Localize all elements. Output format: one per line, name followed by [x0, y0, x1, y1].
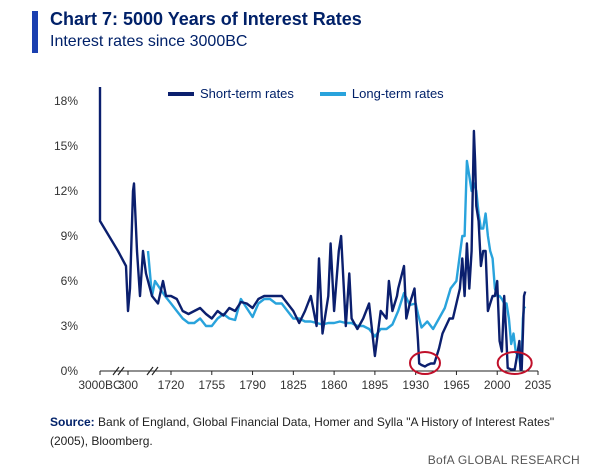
x-tick-label: 1825 — [280, 378, 307, 392]
legend-item-long-term: Long-term rates — [319, 86, 444, 101]
legend-label-short-term: Short-term rates — [200, 86, 294, 101]
y-tick-label: 0% — [61, 364, 79, 378]
legend-swatch-long-term — [319, 91, 346, 96]
source-note: Source: Bank of England, Global Financia… — [50, 413, 590, 451]
legend-swatch-short-term — [168, 91, 194, 96]
x-tick-label: 2035 — [525, 378, 552, 392]
y-tick-label: 15% — [54, 139, 78, 153]
series-line-short-term — [98, 87, 527, 371]
highlight-circle-2010s — [496, 351, 533, 375]
footer-brand: BofA GLOBAL RESEARCH — [427, 453, 580, 467]
y-tick-label: 12% — [54, 184, 78, 198]
source-text: Bank of England, Global Financial Data, … — [50, 415, 555, 448]
x-tick-label: 300 — [118, 378, 138, 392]
chart-subtitle: Interest rates since 3000BC — [50, 33, 248, 50]
x-tick-label: 1720 — [158, 378, 185, 392]
axis-break-mark — [117, 366, 125, 376]
chart-legend: Short-term rates Long-term rates — [168, 86, 470, 101]
y-tick-label: 6% — [61, 274, 79, 288]
title-accent-bar — [32, 11, 38, 53]
x-tick-label: 1895 — [362, 378, 389, 392]
highlight-circle-1930s — [408, 351, 441, 375]
x-tick-label: 1860 — [321, 378, 348, 392]
x-tick-label: 1755 — [198, 378, 225, 392]
axis-break-mark — [146, 366, 154, 376]
chart-title: Chart 7: 5000 Years of Interest Rates — [50, 9, 362, 29]
axis-break-mark — [151, 366, 159, 376]
legend-item-short-term: Short-term rates — [168, 86, 294, 101]
source-label: Source: — [50, 415, 95, 429]
x-tick-label: 2000 — [484, 378, 511, 392]
x-tick-label: 1930 — [402, 378, 429, 392]
y-tick-label: 18% — [54, 94, 78, 108]
y-tick-label: 3% — [61, 319, 79, 333]
x-tick-label: 1790 — [239, 378, 266, 392]
axis-break-mark — [112, 366, 120, 376]
y-tick-label: 9% — [61, 229, 79, 243]
x-tick-label: 3000BC — [78, 378, 122, 392]
x-tick-label: 1965 — [443, 378, 470, 392]
legend-label-long-term: Long-term rates — [351, 86, 444, 101]
